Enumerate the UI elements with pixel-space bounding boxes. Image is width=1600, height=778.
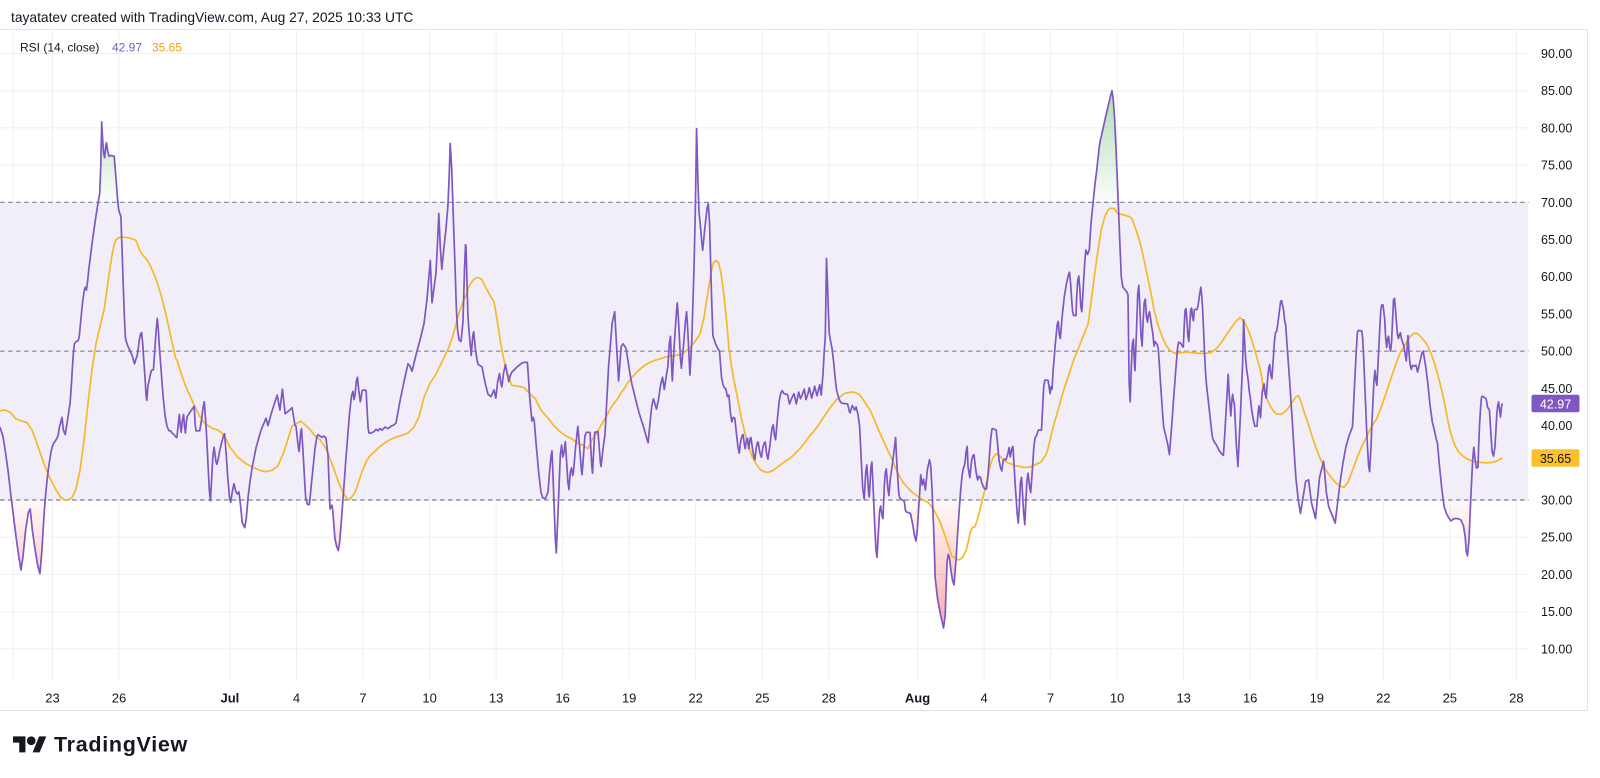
svg-text:16: 16 xyxy=(1243,691,1257,706)
svg-text:20.00: 20.00 xyxy=(1541,568,1572,582)
svg-text:60.00: 60.00 xyxy=(1541,270,1572,284)
svg-text:75.00: 75.00 xyxy=(1541,159,1572,173)
svg-text:28: 28 xyxy=(822,691,836,706)
svg-text:10: 10 xyxy=(422,691,436,706)
svg-text:42.97: 42.97 xyxy=(112,41,142,55)
svg-text:7: 7 xyxy=(359,691,366,706)
svg-text:90.00: 90.00 xyxy=(1541,47,1572,61)
svg-text:80.00: 80.00 xyxy=(1541,121,1572,135)
svg-text:10: 10 xyxy=(1110,691,1124,706)
svg-text:13: 13 xyxy=(1176,691,1190,706)
svg-text:Jul: Jul xyxy=(221,691,240,706)
svg-text:25.00: 25.00 xyxy=(1541,531,1572,545)
svg-text:70.00: 70.00 xyxy=(1541,196,1572,210)
svg-text:Aug: Aug xyxy=(905,691,930,706)
svg-text:23: 23 xyxy=(45,691,59,706)
svg-text:26: 26 xyxy=(112,691,126,706)
svg-text:85.00: 85.00 xyxy=(1541,84,1572,98)
svg-text:16: 16 xyxy=(555,691,569,706)
svg-text:35.65: 35.65 xyxy=(1540,452,1571,466)
svg-text:45.00: 45.00 xyxy=(1541,382,1572,396)
svg-text:22: 22 xyxy=(688,691,702,706)
svg-text:42.97: 42.97 xyxy=(1540,397,1571,411)
svg-text:30.00: 30.00 xyxy=(1541,494,1572,508)
svg-text:19: 19 xyxy=(1310,691,1324,706)
svg-text:tayatatev created with Trading: tayatatev created with TradingView.com, … xyxy=(11,10,413,25)
svg-text:TradingView: TradingView xyxy=(54,732,188,756)
svg-text:10.00: 10.00 xyxy=(1541,642,1572,656)
svg-text:40.00: 40.00 xyxy=(1541,419,1572,433)
svg-text:55.00: 55.00 xyxy=(1541,308,1572,322)
svg-text:22: 22 xyxy=(1376,691,1390,706)
svg-text:13: 13 xyxy=(489,691,503,706)
svg-text:65.00: 65.00 xyxy=(1541,233,1572,247)
svg-text:15.00: 15.00 xyxy=(1541,605,1572,619)
svg-text:28: 28 xyxy=(1509,691,1523,706)
svg-text:25: 25 xyxy=(1443,691,1457,706)
svg-text:25: 25 xyxy=(755,691,769,706)
svg-text:7: 7 xyxy=(1047,691,1054,706)
svg-text:50.00: 50.00 xyxy=(1541,345,1572,359)
svg-text:RSI (14, close): RSI (14, close) xyxy=(20,41,99,55)
svg-text:35.65: 35.65 xyxy=(152,41,182,55)
svg-text:19: 19 xyxy=(622,691,636,706)
svg-text:4: 4 xyxy=(980,691,987,706)
svg-text:4: 4 xyxy=(293,691,300,706)
